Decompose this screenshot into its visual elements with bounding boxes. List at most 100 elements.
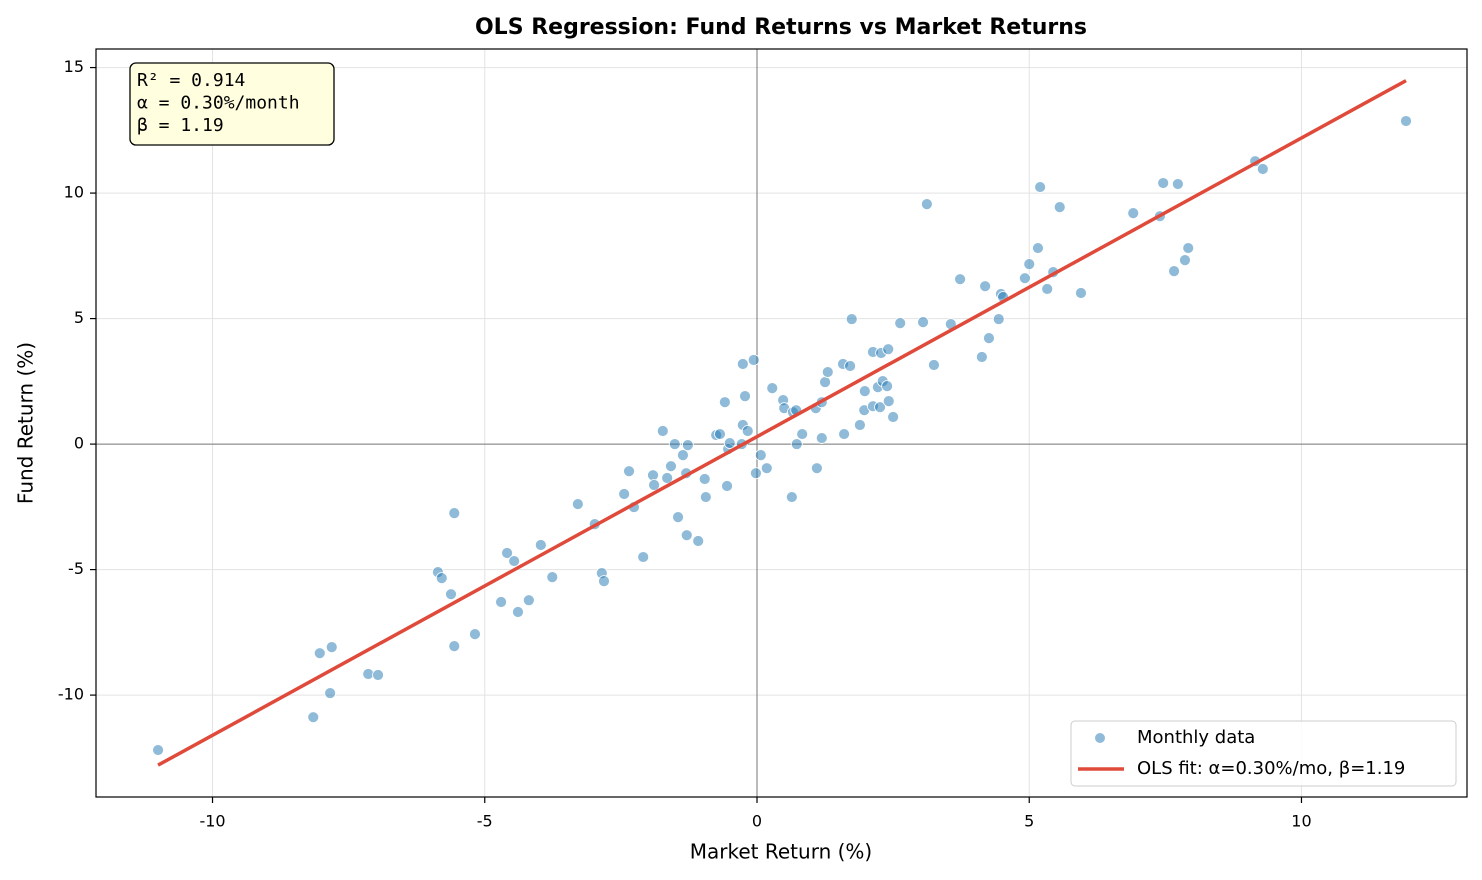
data-point <box>668 438 681 450</box>
plot-frame <box>95 48 1468 798</box>
data-point <box>796 428 809 440</box>
data-point <box>637 551 650 563</box>
data-point <box>1171 178 1184 190</box>
legend-marker <box>1094 732 1106 744</box>
data-point <box>313 647 326 660</box>
data-point <box>1179 254 1191 266</box>
data-point <box>648 479 660 491</box>
data-point <box>698 473 711 485</box>
data-point <box>1127 207 1140 220</box>
data-point <box>754 449 767 462</box>
data-point <box>894 317 907 329</box>
data-point <box>882 343 895 356</box>
data-point <box>647 469 659 482</box>
data-point <box>372 669 384 681</box>
data-point <box>760 462 773 475</box>
data-point <box>819 376 831 388</box>
data-point <box>874 401 886 414</box>
data-point <box>920 198 933 211</box>
data-point <box>152 744 164 756</box>
data-point <box>736 358 749 370</box>
data-point <box>1034 181 1047 193</box>
data-point <box>1157 177 1170 189</box>
data-point <box>882 395 895 408</box>
data-point <box>325 641 338 654</box>
data-point <box>928 359 940 371</box>
data-point <box>714 428 726 440</box>
data-point <box>362 668 375 680</box>
data-point <box>677 449 689 462</box>
legend-label: OLS fit: α=0.30%/mo, β=1.19 <box>1137 758 1405 779</box>
data-point <box>571 498 584 510</box>
data-point <box>508 555 521 567</box>
data-point <box>1041 283 1054 295</box>
data-point <box>790 438 803 450</box>
data-point <box>1168 265 1180 278</box>
data-point <box>681 439 694 451</box>
x-tick-label: -5 <box>477 812 493 831</box>
data-point <box>858 385 871 398</box>
data-point <box>845 313 858 325</box>
x-tick-label: 5 <box>1024 812 1034 831</box>
data-point <box>672 511 684 524</box>
x-tick-label: 10 <box>1291 812 1311 831</box>
data-point <box>983 332 995 345</box>
data-point <box>699 491 712 503</box>
data-point <box>692 535 705 547</box>
data-point <box>1182 242 1195 254</box>
data-point <box>623 465 635 478</box>
data-point <box>665 460 677 473</box>
data-point <box>1018 272 1031 285</box>
data-point <box>992 313 1005 325</box>
annotation-text: R² = 0.914 <box>137 70 245 91</box>
data-point <box>307 711 320 724</box>
y-tick-label: 10 <box>64 183 84 202</box>
data-point <box>723 437 736 449</box>
data-point <box>448 507 461 520</box>
y-tick-label: -10 <box>58 685 84 704</box>
legend: Monthly data OLS fit: α=0.30%/mo, β=1.19 <box>1070 720 1457 787</box>
data-point <box>656 425 669 437</box>
data-point <box>739 390 751 403</box>
annotation-text: α = 0.30%/month <box>137 93 300 114</box>
data-point <box>917 316 929 328</box>
data-point <box>495 596 507 608</box>
data-point <box>887 411 900 423</box>
data-point <box>1053 201 1066 214</box>
data-point <box>680 529 693 542</box>
y-tick-label: 0 <box>74 434 84 453</box>
data-point <box>661 472 674 484</box>
y-tick-label: 5 <box>74 308 84 327</box>
data-point <box>979 280 992 293</box>
data-point <box>469 628 481 640</box>
y-tick-label: 15 <box>64 57 84 76</box>
data-point <box>324 687 337 699</box>
data-point <box>1032 242 1044 254</box>
data-point <box>546 571 559 584</box>
data-point <box>522 594 535 607</box>
data-point <box>501 547 513 559</box>
data-point <box>534 539 547 551</box>
data-point <box>815 432 828 444</box>
data-point <box>954 273 966 286</box>
x-axis-label: Market Return (%) <box>690 840 872 864</box>
x-tick-label: -10 <box>199 812 225 831</box>
data-point <box>838 428 851 440</box>
data-point <box>445 588 457 601</box>
y-tick-label: -5 <box>68 559 84 578</box>
data-point <box>1075 287 1087 299</box>
data-point <box>618 488 631 500</box>
data-point <box>1023 258 1036 271</box>
data-point <box>721 480 733 492</box>
data-point <box>747 354 760 366</box>
data-point <box>1400 115 1412 127</box>
data-point <box>435 572 448 585</box>
data-point <box>718 396 731 409</box>
legend-label: Monthly data <box>1137 727 1255 748</box>
data-point <box>844 360 857 372</box>
annotation-text: β = 1.19 <box>137 115 224 136</box>
data-point <box>750 467 762 480</box>
chart-title: OLS Regression: Fund Returns vs Market R… <box>475 15 1087 40</box>
